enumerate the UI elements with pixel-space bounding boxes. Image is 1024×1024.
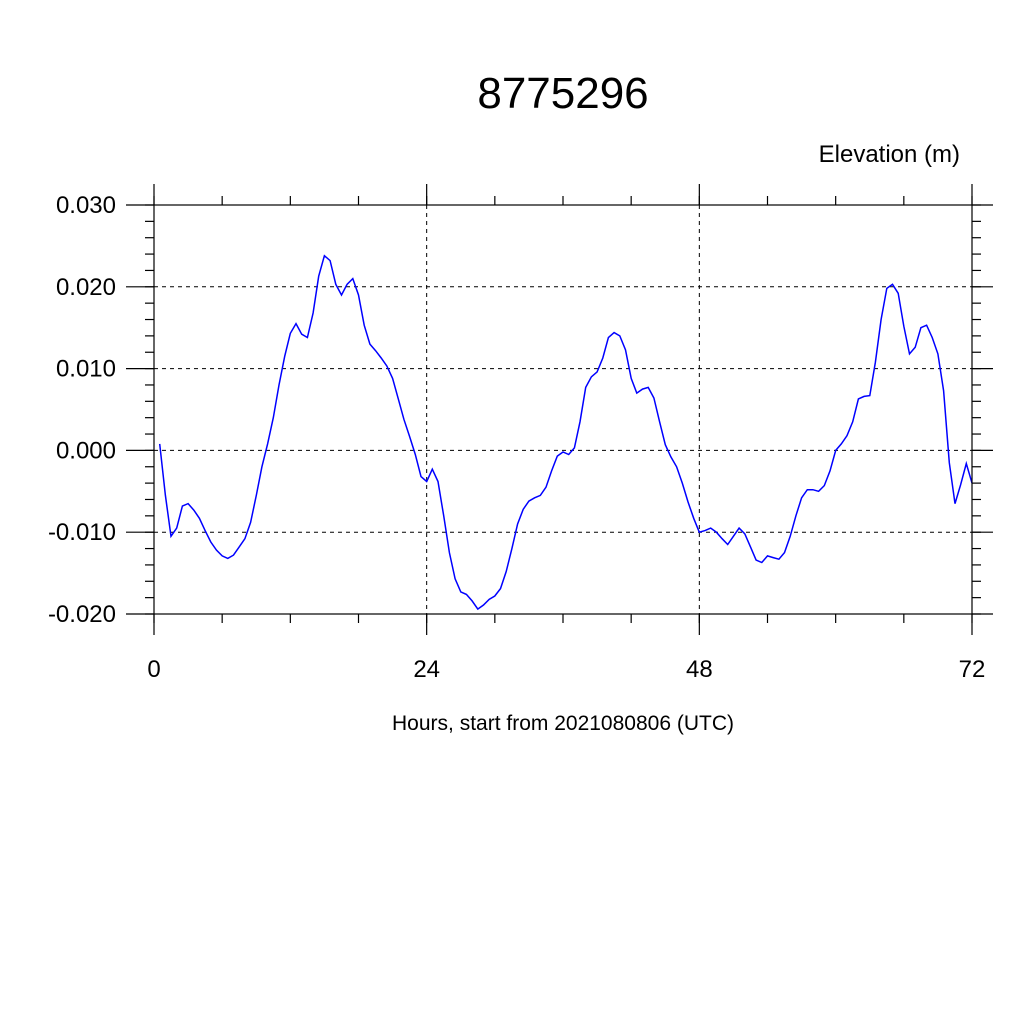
x-tick-label: 72 [959,656,986,683]
y-tick-label: 0.020 [56,274,116,301]
plot-frame [153,204,973,615]
x-tick-label: 0 [147,656,160,683]
y-tick-label: -0.010 [48,519,116,546]
elevation-series-line [158,254,973,611]
x-tick-label: 48 [686,656,713,683]
tick-labels: -0.020 -0.010 0.000 0.010 0.020 0.030 0 24 48 72 [48,192,985,683]
y-tick-label: 0.000 [56,437,116,464]
y-tick-label: -0.020 [48,601,116,628]
y-tick-label: 0.010 [56,356,116,383]
axis-ticks [126,184,993,635]
chart-title: 8775296 [477,69,648,118]
y-tick-label: 0.030 [56,192,116,219]
x-tick-label: 24 [413,656,440,683]
grid-lines [153,204,973,615]
y-axis-label: Elevation (m) [819,141,960,168]
x-axis-label: Hours, start from 2021080806 (UTC) [392,712,734,735]
